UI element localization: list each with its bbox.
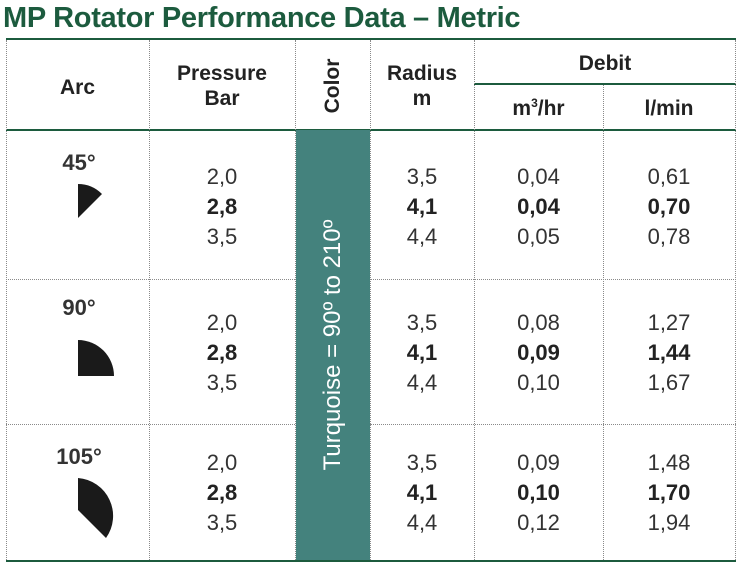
arc-label: 90° — [62, 295, 96, 320]
radius-value: 4,4 — [406, 510, 438, 535]
m3hr-value-bold: 0,04 — [517, 194, 560, 219]
lmin-value: 1,48 — [647, 450, 691, 475]
m3hr-value: 0,04 — [517, 164, 560, 189]
row-divider-2 — [6, 424, 295, 425]
lmin-cell: 0,61 0,70 0,78 — [603, 162, 735, 252]
m3hr-value: 0,09 — [517, 450, 560, 475]
header-debit: Debit — [474, 51, 736, 76]
pressure-value: 3,5 — [206, 224, 238, 249]
lmin-value: 0,78 — [647, 224, 691, 249]
color-band-label: Turquoise = 90º to 210º — [319, 219, 346, 471]
m3hr-value: 0,08 — [517, 310, 560, 335]
header-bottom-rule — [6, 129, 736, 131]
radius-cell: 3,5 4,1 4,4 — [370, 448, 474, 538]
pressure-cell: 2,0 2,8 3,5 — [149, 162, 295, 252]
radius-value: 3,5 — [406, 310, 438, 335]
quarter-circle-90-icon — [78, 340, 114, 376]
border-right — [735, 40, 736, 560]
header-m3hr-suffix: /hr — [537, 97, 565, 120]
divider-arc-pressure — [149, 40, 150, 560]
divider-pressure-color — [295, 40, 296, 560]
header-radius-line1: Radius — [386, 62, 457, 85]
header-pressure-line1: Pressure — [177, 62, 267, 85]
radius-cell: 3,5 4,1 4,4 — [370, 308, 474, 398]
sector-105-icon — [78, 478, 114, 538]
header-color: Color — [321, 58, 344, 114]
header-lmin-text: l/min — [644, 97, 694, 120]
m3hr-value-bold: 0,09 — [517, 340, 560, 365]
m3hr-value: 0,12 — [517, 510, 560, 535]
pressure-value: 2,0 — [206, 310, 238, 335]
row-divider-2b — [370, 424, 736, 425]
m3hr-cell: 0,09 0,10 0,12 — [474, 448, 603, 538]
radius-cell: 3,5 4,1 4,4 — [370, 162, 474, 252]
header-pressure: Pressure Bar — [149, 61, 295, 111]
border-left — [6, 40, 7, 560]
divider-color-radius — [370, 40, 371, 560]
color-band — [296, 130, 370, 560]
header-m3hr-sup: 3 — [531, 96, 538, 110]
header-debit-text: Debit — [578, 52, 632, 75]
lmin-value: 1,67 — [647, 370, 691, 395]
quarter-sector-45-icon — [78, 184, 102, 218]
header-radius: Radius m — [370, 61, 474, 111]
radius-value: 3,5 — [406, 450, 438, 475]
radius-value: 4,4 — [406, 224, 438, 249]
m3hr-value-bold: 0,10 — [517, 480, 560, 505]
m3hr-value: 0,10 — [517, 370, 560, 395]
m3hr-cell: 0,08 0,09 0,10 — [474, 308, 603, 398]
debit-underline-rule — [474, 83, 736, 85]
m3hr-cell: 0,04 0,04 0,05 — [474, 162, 603, 252]
pressure-value: 3,5 — [206, 370, 238, 395]
divider-m3hr-lmin — [603, 85, 604, 560]
radius-value: 4,4 — [406, 370, 438, 395]
table-bottom-rule — [6, 560, 736, 562]
radius-value: 3,5 — [406, 164, 438, 189]
lmin-value: 1,27 — [647, 310, 691, 335]
m3hr-value: 0,05 — [517, 224, 560, 249]
header-m3hr: m3/hr — [474, 96, 603, 121]
lmin-value: 0,61 — [647, 164, 691, 189]
lmin-value-bold: 1,44 — [647, 340, 691, 365]
row-divider-1 — [6, 279, 295, 280]
page-title: MP Rotator Performance Data – Metric — [3, 2, 521, 34]
pressure-cell: 2,0 2,8 3,5 — [149, 448, 295, 538]
lmin-value-bold: 1,70 — [647, 480, 691, 505]
table-top-rule — [6, 38, 736, 40]
pressure-value-bold: 2,8 — [206, 194, 238, 219]
lmin-cell: 1,48 1,70 1,94 — [603, 448, 735, 538]
pressure-value: 2,0 — [206, 450, 238, 475]
radius-value-bold: 4,1 — [406, 480, 438, 505]
header-pressure-line2: Bar — [204, 87, 240, 110]
pressure-value: 2,0 — [206, 164, 238, 189]
pressure-value-bold: 2,8 — [206, 480, 238, 505]
header-m3hr-prefix: m — [512, 97, 532, 120]
radius-value-bold: 4,1 — [406, 194, 438, 219]
pressure-cell: 2,0 2,8 3,5 — [149, 308, 295, 398]
header-lmin: l/min — [603, 96, 735, 121]
divider-radius-debit — [474, 40, 475, 560]
lmin-value: 1,94 — [647, 510, 691, 535]
header-radius-line2: m — [412, 87, 432, 110]
arc-label: 105° — [56, 444, 102, 469]
lmin-value-bold: 0,70 — [647, 194, 691, 219]
lmin-cell: 1,27 1,44 1,67 — [603, 308, 735, 398]
header-arc-text: Arc — [59, 76, 96, 99]
header-arc: Arc — [6, 75, 149, 100]
arc-label: 45° — [62, 150, 96, 175]
row-divider-1b — [370, 279, 736, 280]
pressure-value: 3,5 — [206, 510, 238, 535]
pressure-value-bold: 2,8 — [206, 340, 238, 365]
radius-value-bold: 4,1 — [406, 340, 438, 365]
